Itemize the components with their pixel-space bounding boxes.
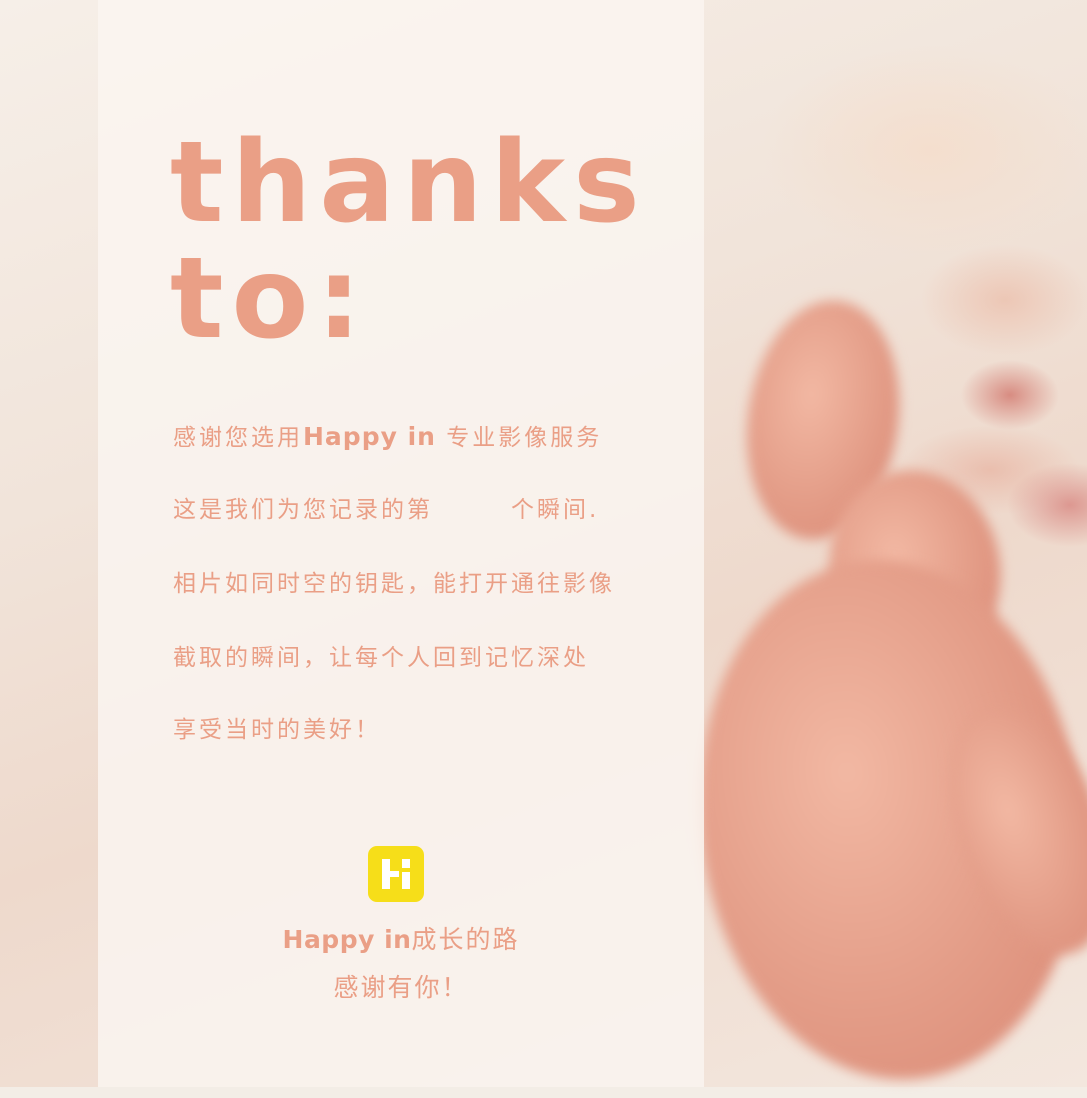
footer-brand: Happy in bbox=[282, 925, 412, 954]
body-text: 这是我们为您记录的第 bbox=[173, 497, 433, 523]
body-text: 个瞬间. bbox=[511, 497, 600, 523]
footer-line-1: Happy in成长的路 bbox=[98, 920, 704, 956]
happy-in-logo-icon bbox=[368, 846, 424, 902]
body-text: 专业影像服务 bbox=[435, 425, 603, 451]
body-line-2: 这是我们为您记录的第 个瞬间. bbox=[173, 490, 599, 524]
body-line-4: 截取的瞬间，让每个人回到记忆深处 bbox=[173, 645, 589, 671]
body-line-1: 感谢您选用Happy in 专业影像服务 bbox=[173, 418, 602, 452]
text-panel bbox=[98, 0, 704, 1087]
brand-name: Happy in bbox=[303, 422, 436, 451]
title-line-1: thanks bbox=[170, 118, 648, 248]
body-text: 感谢您选用 bbox=[173, 425, 303, 451]
footer-line-2: 感谢有你！ bbox=[333, 973, 469, 1002]
thanks-title: thanks to: bbox=[170, 125, 648, 357]
body-line-5: 享受当时的美好！ bbox=[173, 717, 381, 743]
body-line-3: 相片如同时空的钥匙，能打开通往影像 bbox=[173, 571, 615, 597]
footer-text: 成长的路 bbox=[411, 925, 520, 954]
title-line-2: to: bbox=[170, 234, 370, 364]
